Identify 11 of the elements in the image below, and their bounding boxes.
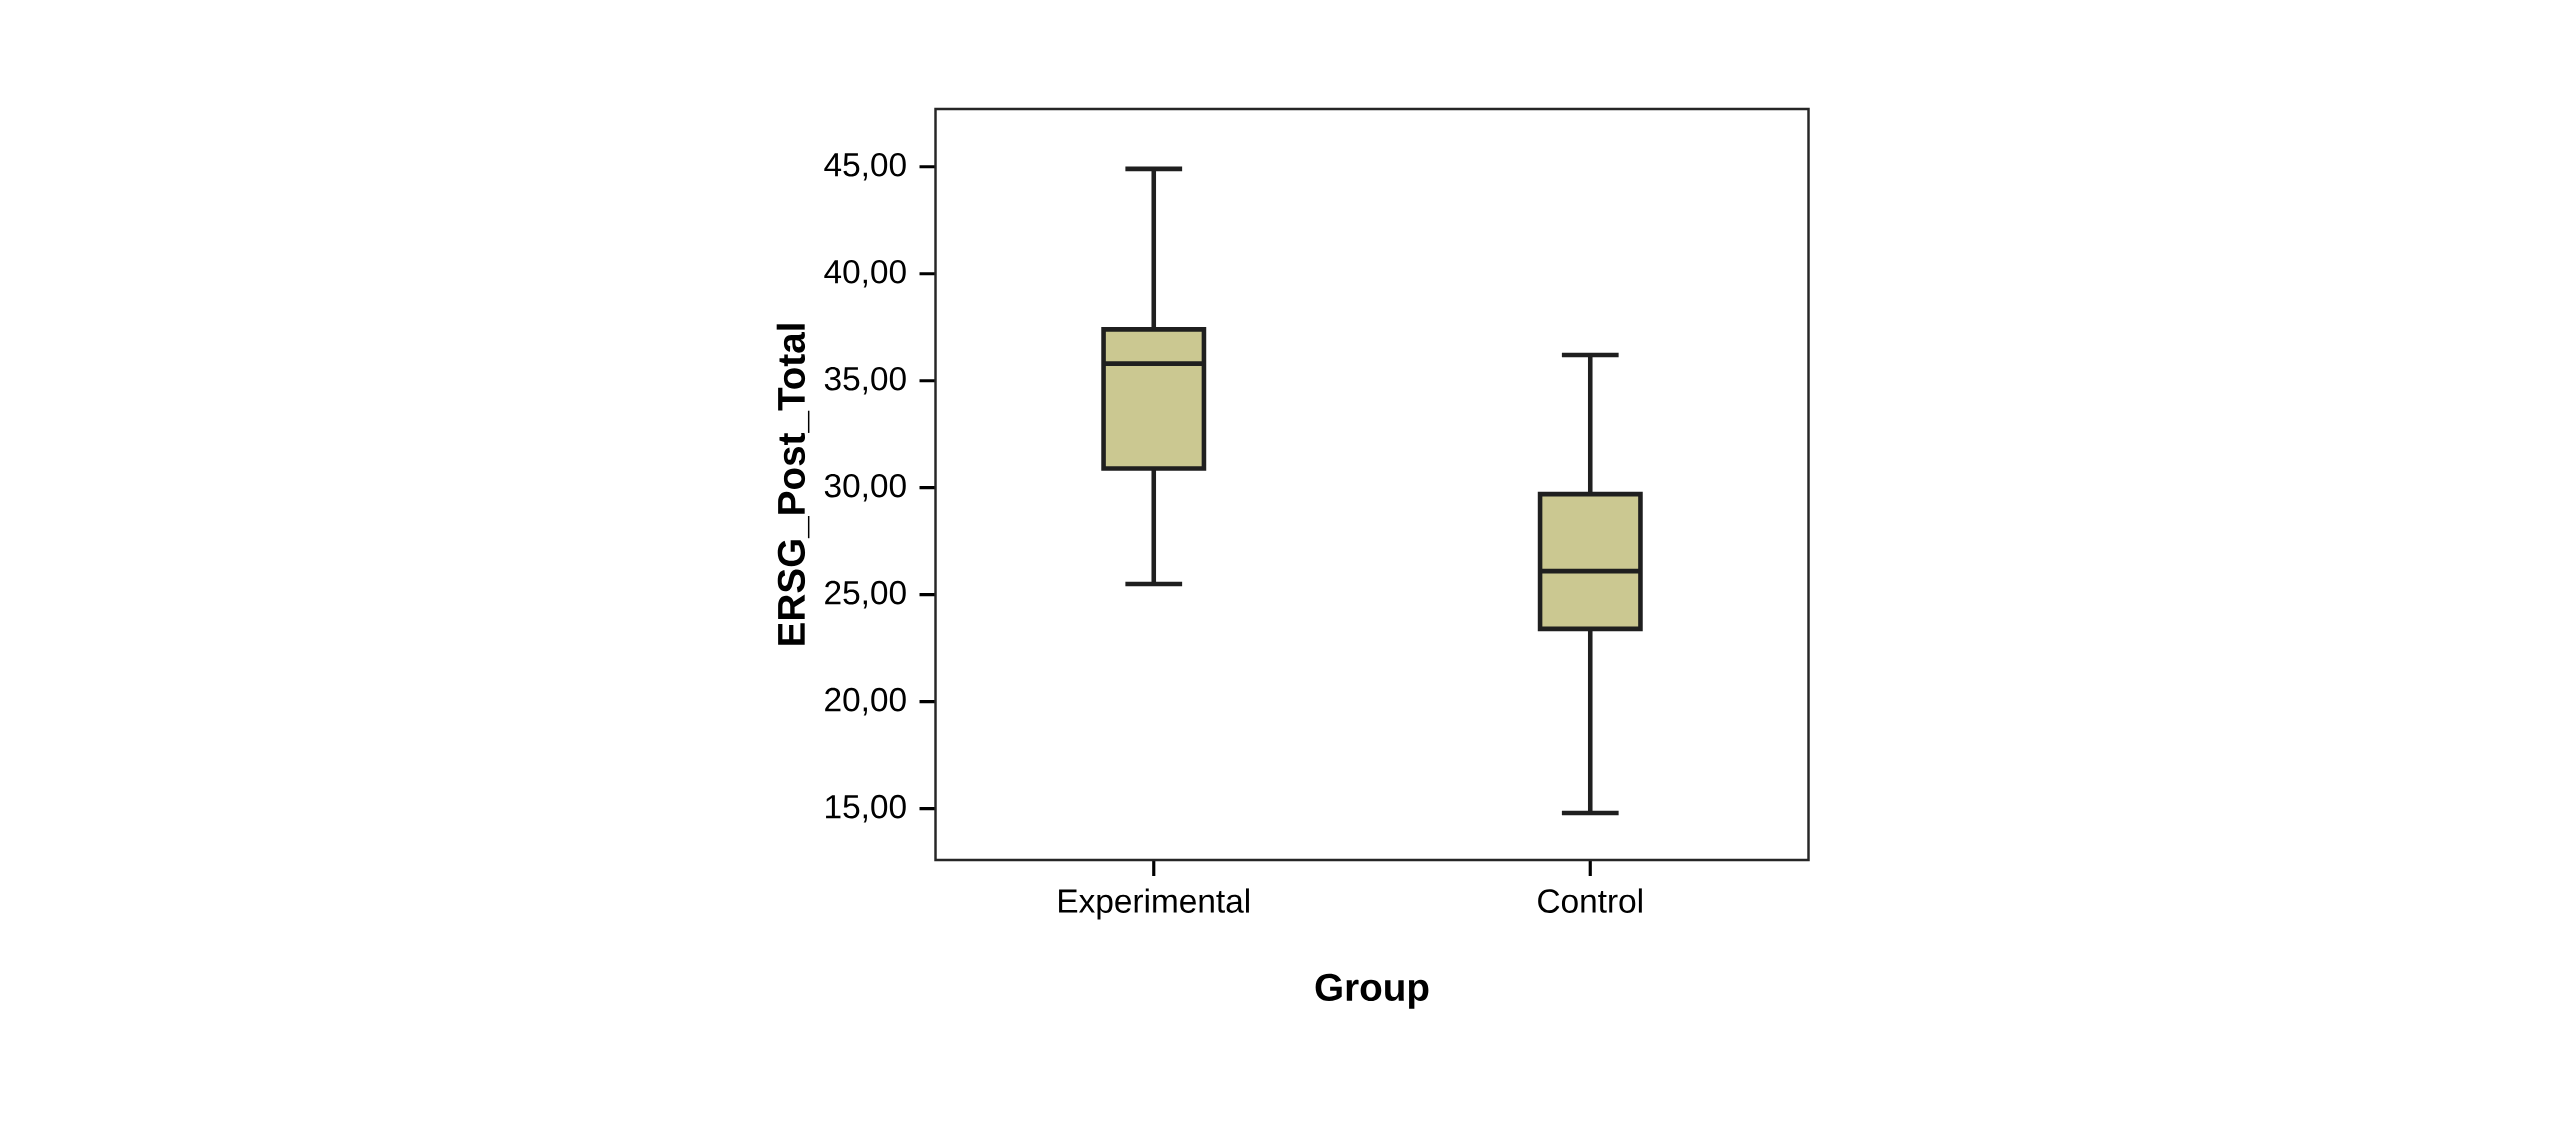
y-tick-label: 35,00 (824, 366, 906, 395)
y-tick-label: 40,00 (824, 259, 906, 288)
y-tick-label: 45,00 (824, 152, 906, 181)
y-tick-label: 30,00 (824, 473, 906, 502)
x-axis-title: Group (1315, 973, 1429, 1009)
y-tick-label: 15,00 (826, 794, 906, 823)
x-tick-label: Experimental (1059, 888, 1249, 920)
y-tick-label: 20,00 (825, 687, 906, 716)
x-tick-label: Control (1538, 888, 1642, 913)
y-axis-title: ERSG_Post_Total (776, 324, 810, 645)
y-tick-label: 25,00 (825, 580, 906, 609)
